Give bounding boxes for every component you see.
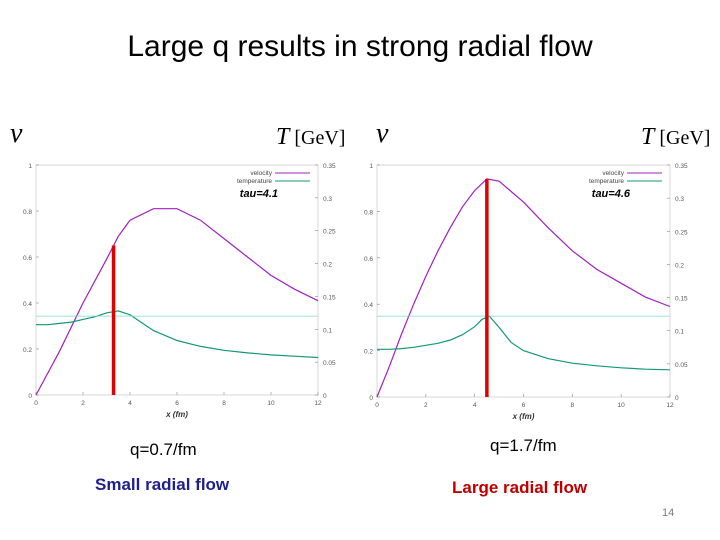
panel2-t-letter: T bbox=[641, 124, 655, 150]
panel1-left-tick-label: 0.4 bbox=[23, 301, 32, 308]
panel1-right-tick-label: 0.15 bbox=[323, 294, 336, 301]
panel1-right-tick-label: 0 bbox=[323, 393, 327, 400]
panel1-x-tick-label: 0 bbox=[34, 400, 38, 407]
panel2-left-tick-label: 0.8 bbox=[364, 209, 373, 216]
panel1-v-axis-letter: v bbox=[10, 118, 23, 149]
panel2-temperature-unit: T [GeV] bbox=[641, 124, 710, 151]
panel2-left-tick-label: 0 bbox=[369, 395, 373, 402]
panel1-right-tick-label: 0.2 bbox=[323, 262, 332, 269]
panel1-flow-label: Small radial flow bbox=[95, 475, 230, 494]
panel2-left-tick-label: 0.2 bbox=[364, 349, 373, 356]
panel1-x-tick-label: 4 bbox=[128, 400, 132, 407]
panel1-x-tick-label: 8 bbox=[222, 400, 226, 407]
panel2-left-tick-label: 1 bbox=[369, 163, 373, 170]
panel2-right-tick-label: 0.2 bbox=[675, 262, 684, 269]
panel2-x-tick-label: 4 bbox=[473, 402, 477, 409]
panel2-temperature-line bbox=[377, 315, 671, 371]
panel1-caption: q=0.7/fm bbox=[130, 440, 197, 459]
panel1-x-axis-label: x (fm) bbox=[165, 410, 188, 419]
panel2-x-tick-label: 10 bbox=[618, 402, 626, 409]
panel1-left-tick-label: 1 bbox=[28, 163, 32, 170]
panel2-right-tick-label: 0.25 bbox=[675, 229, 688, 236]
panel2-x-tick-label: 0 bbox=[375, 402, 379, 409]
panel1-unit-text: [GeV] bbox=[294, 127, 346, 149]
panel1-left-tick-label: 0.6 bbox=[23, 255, 32, 262]
panel1-right-tick-label: 0.3 bbox=[323, 196, 332, 203]
panel2-x-tick-label: 2 bbox=[424, 402, 428, 409]
panel2-unit-text: [GeV] bbox=[659, 127, 711, 149]
panel1-left-tick-label: 0.2 bbox=[23, 347, 32, 354]
panel2-x-tick-label: 8 bbox=[571, 402, 575, 409]
panel2-x-axis-label: x (fm) bbox=[512, 412, 535, 421]
panel2-right-tick-label: 0.35 bbox=[675, 163, 688, 170]
panel1-tau-annotation: tau=4.1 bbox=[240, 188, 278, 200]
panel1-right-tick-label: 0.25 bbox=[323, 229, 336, 236]
panel1-x-tick-label: 12 bbox=[314, 400, 322, 407]
page-number: 14 bbox=[662, 507, 675, 519]
slide-title: Large q results in strong radial flow bbox=[127, 30, 593, 63]
panel1-temperature-line bbox=[36, 310, 319, 359]
panel1-t-letter: T bbox=[276, 124, 290, 150]
panel2-right-tick-label: 0.05 bbox=[675, 362, 688, 369]
panel1-x-tick-label: 6 bbox=[175, 400, 179, 407]
panel2-right-tick-label: 0 bbox=[675, 395, 679, 402]
panel2-left-tick-label: 0.6 bbox=[364, 256, 373, 263]
panel2-left-tick-label: 0.4 bbox=[364, 302, 373, 309]
panel2-legend-temperature-label: temperature bbox=[589, 178, 624, 185]
panel1-x-tick-label: 2 bbox=[81, 400, 85, 407]
panel2-x-tick-label: 6 bbox=[522, 402, 526, 409]
panel1-left-tick-label: 0 bbox=[28, 393, 32, 400]
panel2-velocity-line bbox=[376, 178, 671, 398]
panel1-x-tick-label: 10 bbox=[267, 400, 275, 407]
panel1-legend-temperature-label: temperature bbox=[237, 178, 272, 185]
panel2-x-tick-label: 12 bbox=[666, 402, 674, 409]
panel1-left-tick-label: 0.8 bbox=[23, 209, 32, 216]
panel2-right-tick-label: 0.1 bbox=[675, 329, 684, 336]
panel1-temperature-unit: T [GeV] bbox=[276, 124, 345, 151]
panel1-right-tick-label: 0.05 bbox=[323, 360, 336, 367]
panel2-tau-annotation: tau=4.6 bbox=[592, 188, 631, 200]
panel1-velocity-line bbox=[35, 208, 319, 396]
panel2-right-tick-label: 0.3 bbox=[675, 196, 684, 203]
panel1-right-tick-label: 0.35 bbox=[323, 163, 336, 170]
panel2-caption: q=1.7/fm bbox=[490, 436, 557, 455]
panel2-right-tick-label: 0.15 bbox=[675, 296, 688, 303]
panel1-right-tick-label: 0.1 bbox=[323, 327, 332, 334]
panel2-legend-velocity-label: velocity bbox=[602, 170, 624, 177]
panel2-v-axis-letter: v bbox=[376, 118, 389, 149]
panel1-legend-velocity-label: velocity bbox=[250, 170, 272, 177]
panel2-flow-label: Large radial flow bbox=[452, 478, 588, 497]
